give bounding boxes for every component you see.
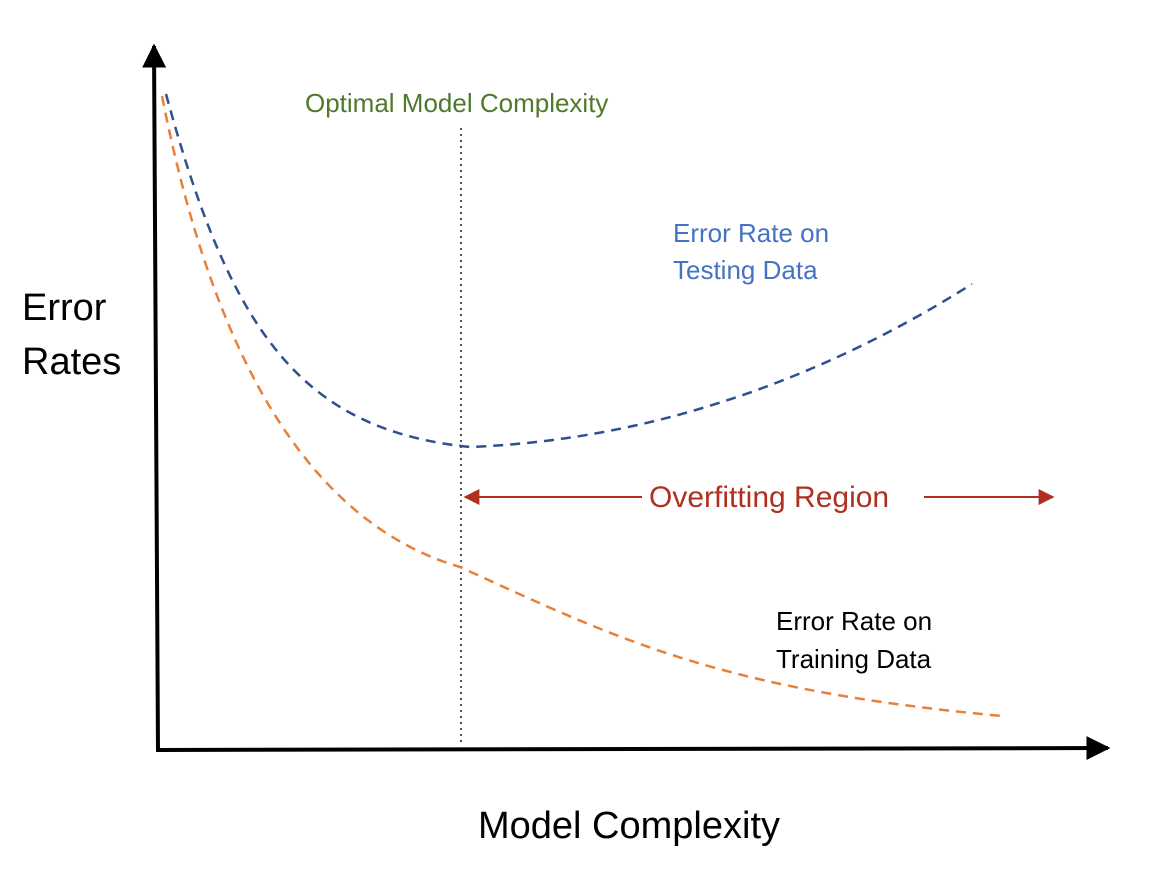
optimal-complexity-label: Optimal Model Complexity: [305, 88, 608, 118]
training-error-label-line1: Error Rate on: [776, 606, 932, 636]
x-axis: [157, 736, 1111, 761]
y-axis-label-line2: Rates: [22, 341, 121, 383]
y-axis-label-line1: Error: [22, 287, 107, 329]
x-axis-label: Model Complexity: [478, 805, 780, 847]
testing-error-label-line2: Testing Data: [673, 255, 818, 285]
y-axis: [142, 43, 167, 753]
testing-error-label-line1: Error Rate on: [673, 218, 829, 248]
overfitting-region-label: Overfitting Region: [649, 481, 889, 514]
training-error-curve: [160, 95, 1003, 718]
training-error-label-line2: Training Data: [776, 644, 932, 674]
testing-error-curve: [164, 93, 973, 449]
